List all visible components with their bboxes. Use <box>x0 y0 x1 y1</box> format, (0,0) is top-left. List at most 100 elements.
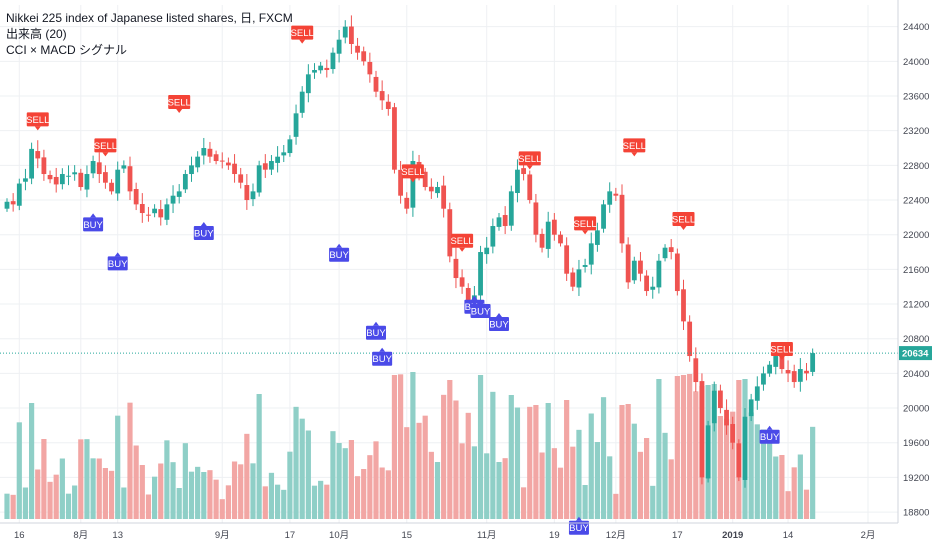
sell-signal-pointer <box>631 152 638 157</box>
candle-body <box>558 234 563 244</box>
buy-signal-box <box>372 351 393 366</box>
buy-signal-box <box>107 256 128 271</box>
candle-body <box>318 65 324 71</box>
volume-bar <box>619 405 625 519</box>
volume-bar <box>164 440 170 519</box>
volume-bar <box>748 412 754 519</box>
time-tick-label: 15 <box>401 530 412 541</box>
sell-signal-pointer <box>299 39 306 44</box>
candle-body <box>441 185 447 209</box>
candle-body <box>29 148 34 179</box>
candle-body <box>250 191 256 200</box>
buy-signal-label: BUY <box>194 229 214 240</box>
volume-bar <box>570 446 576 519</box>
sell-signal-label: SELL <box>291 28 314 39</box>
volume-bar <box>385 470 391 519</box>
candle-body <box>275 156 280 163</box>
volume-bar <box>471 446 477 519</box>
volume-bar <box>133 445 139 519</box>
candle-body <box>336 39 342 54</box>
volume-bar <box>496 462 502 519</box>
time-tick-label: 16 <box>14 530 25 541</box>
legend-cci-macd-indicator[interactable]: CCI × MACD シグナル <box>6 43 128 57</box>
price-tick-label: 20000 <box>903 404 929 415</box>
time-axis[interactable]: 16 8月 13 9月 17 10月 15 11月 19 12月 17 2019 14 2月 <box>0 522 898 541</box>
sell-signal-label: SELL <box>401 167 424 178</box>
volume-bar <box>465 412 471 519</box>
candle-body <box>176 191 182 197</box>
volume-bar <box>557 467 564 519</box>
legend-symbol[interactable]: Nikkei 225 index of Japanese listed shar… <box>6 11 293 25</box>
candle-body <box>281 152 287 156</box>
buy-signal-pointer <box>373 321 379 326</box>
buy-signal: BUY <box>107 252 128 271</box>
candle-body <box>539 233 545 248</box>
volume-bar <box>188 471 195 519</box>
volume-bar <box>281 489 287 519</box>
candle-body <box>613 193 619 196</box>
buy-signal-label: BUY <box>329 250 349 261</box>
volume-bar <box>453 400 459 519</box>
volume-bar <box>490 391 496 519</box>
candle-body <box>662 247 668 259</box>
sell-signal: SELL <box>770 342 794 361</box>
volume-bar <box>293 406 299 519</box>
time-tick-label: 2月 <box>861 530 876 541</box>
volume-bar <box>121 487 127 519</box>
candle-body <box>299 91 305 113</box>
volume-bar <box>342 448 348 519</box>
volume-bar <box>10 494 16 519</box>
volume-bar <box>336 443 342 519</box>
volume-bar <box>244 433 250 519</box>
candle-body <box>404 197 410 209</box>
candle-body <box>53 176 59 185</box>
time-tick-label: 2019 <box>722 530 743 541</box>
candle-body <box>601 204 606 229</box>
candle-body <box>361 51 367 62</box>
volume-bar <box>330 431 336 519</box>
volume-bar <box>256 394 262 519</box>
candle-body <box>109 182 114 192</box>
candle-body <box>16 183 22 206</box>
sell-signal-box <box>26 112 49 127</box>
sell-signal-label: SELL <box>94 141 117 152</box>
buy-signal-label: BUY <box>760 432 780 443</box>
candle-body <box>699 381 705 478</box>
sell-signal-label: SELL <box>450 236 473 247</box>
volume-bar <box>348 440 354 519</box>
volume-bar <box>767 441 773 519</box>
sell-signal: SELL <box>168 95 191 114</box>
sell-signal-label: SELL <box>770 345 793 356</box>
legend-volume-indicator[interactable]: 出来高 (20) <box>6 27 67 41</box>
candle-body <box>262 163 268 170</box>
candle-body <box>103 172 108 183</box>
volume-bar <box>600 397 607 519</box>
volume-bar <box>754 424 760 519</box>
buy-signal-box <box>193 226 214 241</box>
candle-body <box>189 165 194 175</box>
candle-body <box>465 288 471 305</box>
buy-signal-box <box>470 304 491 319</box>
buy-signal-pointer <box>200 222 207 227</box>
sell-signal-pointer <box>680 226 687 231</box>
candle-body <box>767 364 772 374</box>
candle-body <box>269 161 274 170</box>
volume-bar <box>65 493 72 519</box>
candle-body <box>293 113 299 137</box>
volume-bar <box>410 372 416 519</box>
candle-body <box>502 215 508 227</box>
buy-signal-box <box>329 247 350 262</box>
candle-body <box>810 353 816 372</box>
volume-bar <box>4 493 10 519</box>
candle-body <box>761 373 766 385</box>
time-tick-label: 9月 <box>215 530 230 541</box>
price-axis[interactable]: 18800 19200 19600 20000 20400 20800 21200 21600… <box>897 0 932 550</box>
buy-signal-label: BUY <box>569 523 589 534</box>
candle-body <box>428 186 434 192</box>
sell-signal-pointer <box>778 356 785 361</box>
buy-signal-pointer <box>114 252 121 257</box>
candle-body <box>650 286 656 290</box>
volume-bar <box>354 476 361 519</box>
candle-body <box>582 265 588 267</box>
